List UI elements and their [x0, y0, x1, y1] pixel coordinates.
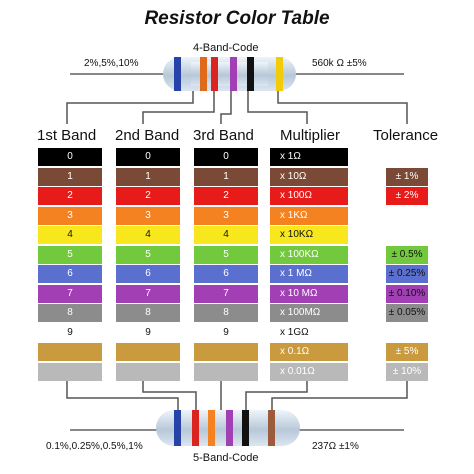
band3-cell: 7: [194, 284, 258, 303]
page-title: Resistor Color Table: [144, 8, 330, 29]
tolerance-cell: ± 10%: [386, 362, 428, 381]
band3-cell: 5: [194, 245, 258, 264]
band2-cell: 1: [116, 167, 180, 186]
resistor-band: [226, 410, 233, 446]
header-multiplier: Multiplier: [280, 127, 341, 144]
header-band2: 2nd Band: [115, 127, 180, 144]
resistor-band: [276, 57, 283, 91]
resistor-band: [247, 57, 254, 91]
top-resistor-right-note: 560k Ω ±5%: [312, 58, 367, 69]
resistor-band: [192, 410, 199, 446]
band1-cell: 4: [38, 226, 102, 244]
multiplier-cell: x 1GΩ: [270, 323, 348, 342]
tolerance-cell: ± 0.25%: [386, 265, 428, 283]
resistor-band: [242, 410, 249, 446]
tolerance-cell: ± 0.05%: [386, 304, 428, 322]
tolerance-cell: ± 0.10%: [386, 284, 428, 303]
bottom-resistor-label: 5-Band-Code: [193, 452, 259, 464]
band2-cell: [116, 343, 180, 361]
multiplier-cell: x 10KΩ: [270, 226, 348, 244]
band2-cell: 0: [116, 148, 180, 166]
band1-cell: 7: [38, 284, 102, 303]
tolerance-cell: ± 1%: [386, 167, 428, 186]
bottom-resistor: [156, 410, 300, 446]
multiplier-cell: x 0.01Ω: [270, 362, 348, 381]
band2-cell: 6: [116, 265, 180, 283]
band3-cell: 3: [194, 206, 258, 225]
resistor-band: [211, 57, 218, 91]
header-band1: 1st Band: [37, 127, 97, 144]
multiplier-cell: x 0.1Ω: [270, 343, 348, 361]
band2-cell: 9: [116, 323, 180, 342]
band1-cell: 9: [38, 323, 102, 342]
resistor-band: [230, 57, 237, 91]
multiplier-cell: x 10 MΩ: [270, 284, 348, 303]
band1-cell: 5: [38, 245, 102, 264]
band2-cell: [116, 362, 180, 381]
top-resistor-left-note: 2%,5%,10%: [84, 58, 139, 69]
tolerance-cell: ± 5%: [386, 343, 428, 361]
multiplier-cell: x 10Ω: [270, 167, 348, 186]
multiplier-cell: x 100MΩ: [270, 304, 348, 322]
band3-cell: 8: [194, 304, 258, 322]
tolerance-cell: ± 0.5%: [386, 245, 428, 264]
resistor-band: [200, 57, 207, 91]
resistor-band: [208, 410, 215, 446]
resistor-band: [174, 410, 181, 446]
band1-cell: 8: [38, 304, 102, 322]
top-resistor-label: 4-Band-Code: [193, 42, 259, 54]
band3-cell: 9: [194, 323, 258, 342]
resistor-band: [174, 57, 181, 91]
band2-cell: 7: [116, 284, 180, 303]
band1-cell: 0: [38, 148, 102, 166]
band2-cell: 5: [116, 245, 180, 264]
multiplier-cell: x 1Ω: [270, 148, 348, 166]
bottom-resistor-right-note: 237Ω ±1%: [312, 441, 359, 452]
band1-cell: [38, 343, 102, 361]
band3-cell: 1: [194, 167, 258, 186]
multiplier-cell: x 1KΩ: [270, 206, 348, 225]
band1-cell: [38, 362, 102, 381]
band3-cell: [194, 362, 258, 381]
band3-cell: 6: [194, 265, 258, 283]
bottom-resistor-left-note: 0.1%,0.25%,0.5%,1%: [46, 441, 143, 452]
band1-cell: 6: [38, 265, 102, 283]
header-tolerance: Tolerance: [373, 127, 439, 144]
band1-cell: 3: [38, 206, 102, 225]
band2-cell: 4: [116, 226, 180, 244]
band2-cell: 3: [116, 206, 180, 225]
band2-cell: 2: [116, 187, 180, 205]
multiplier-cell: x 100Ω: [270, 187, 348, 205]
band1-cell: 2: [38, 187, 102, 205]
header-band3: 3rd Band: [193, 127, 254, 144]
band2-cell: 8: [116, 304, 180, 322]
band3-cell: [194, 343, 258, 361]
resistor-band: [268, 410, 275, 446]
top-resistor: [163, 57, 296, 91]
band3-cell: 2: [194, 187, 258, 205]
band3-cell: 0: [194, 148, 258, 166]
tolerance-cell: ± 2%: [386, 187, 428, 205]
multiplier-cell: x 100KΩ: [270, 245, 348, 264]
band1-cell: 1: [38, 167, 102, 186]
band3-cell: 4: [194, 226, 258, 244]
multiplier-cell: x 1 MΩ: [270, 265, 348, 283]
